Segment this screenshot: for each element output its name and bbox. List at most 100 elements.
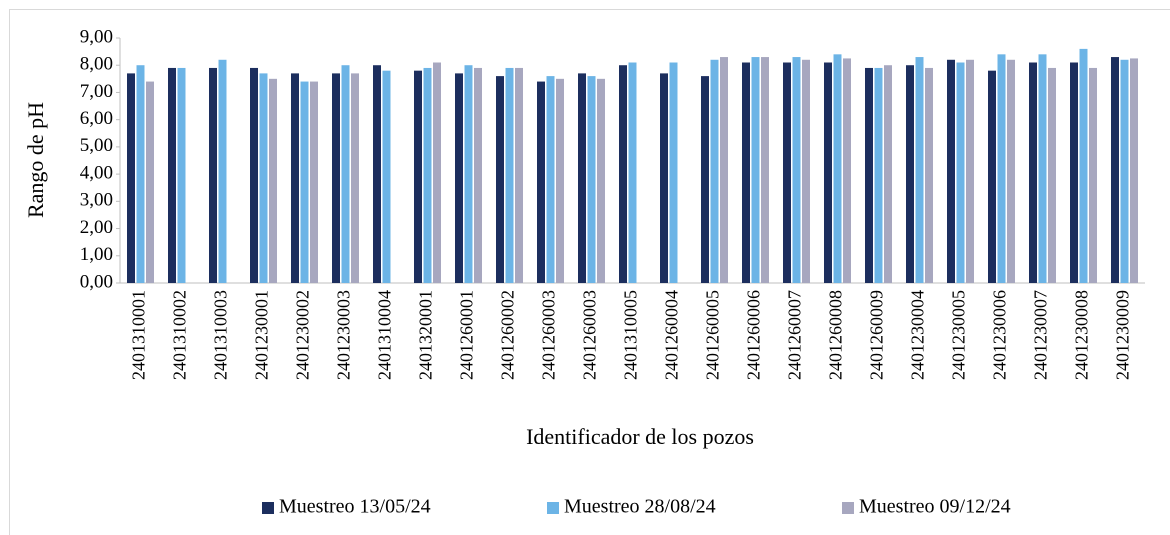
bar	[701, 76, 709, 283]
x-tick-label: 2401260003	[580, 290, 600, 380]
bar	[269, 78, 277, 283]
bar	[332, 73, 340, 283]
y-tick-label: 5,00	[80, 135, 113, 156]
y-tick-label: 9,00	[80, 26, 113, 47]
bar	[761, 57, 769, 283]
legend-label: Muestreo 28/08/24	[564, 496, 716, 518]
y-tick-label: 8,00	[80, 54, 113, 75]
x-tick-label: 2401230003	[334, 290, 354, 380]
y-tick-label: 0,00	[80, 271, 113, 292]
bar	[556, 78, 564, 283]
bar	[136, 65, 145, 283]
x-tick-label: 2401260009	[867, 290, 887, 380]
bar	[925, 67, 933, 283]
x-tick-label: 2401260002	[498, 290, 518, 380]
bar	[250, 67, 258, 283]
bar	[966, 59, 974, 284]
bar	[1130, 58, 1138, 283]
legend-label: Muestreo 13/05/24	[279, 496, 431, 518]
x-tick-label: 2401230006	[990, 290, 1010, 380]
x-tick-label: 2401260003	[539, 290, 559, 380]
bar	[1070, 62, 1078, 283]
bar	[455, 73, 463, 283]
bar	[209, 67, 217, 283]
bar	[792, 57, 801, 283]
x-tick-label: 2401260004	[662, 290, 682, 380]
bar	[341, 65, 350, 283]
x-tick-label: 2401230004	[908, 290, 928, 380]
bar	[1007, 59, 1015, 284]
bar	[1038, 54, 1047, 284]
bar	[824, 62, 832, 283]
x-axis-label: Identificador de los pozos	[526, 424, 754, 449]
bar	[988, 70, 996, 284]
bar	[742, 62, 750, 283]
x-tick-label: 2401310003	[211, 290, 231, 380]
bar	[578, 73, 586, 283]
bar	[291, 73, 299, 283]
x-tick-label: 2401310005	[621, 290, 641, 380]
bar	[433, 62, 441, 283]
bar	[351, 73, 359, 283]
bar	[947, 59, 955, 284]
x-tick-label: 2401230008	[1072, 290, 1092, 380]
legend-swatch	[842, 502, 854, 514]
bar	[218, 59, 227, 284]
bar	[382, 70, 391, 284]
bar	[310, 81, 318, 283]
bar	[669, 62, 678, 283]
bar	[414, 70, 422, 284]
x-tick-label: 2401230009	[1113, 290, 1133, 380]
bar	[751, 57, 760, 283]
bar	[865, 67, 873, 283]
bar	[884, 65, 892, 283]
bar	[874, 67, 883, 283]
bar	[843, 58, 851, 283]
bar	[474, 67, 482, 283]
x-tick-label: 2401260005	[703, 290, 723, 380]
bar	[660, 73, 668, 283]
bar	[783, 62, 791, 283]
bar	[1048, 67, 1056, 283]
bar	[464, 65, 473, 283]
bar	[956, 62, 965, 283]
bar	[587, 76, 596, 283]
bar	[1089, 67, 1097, 283]
bar	[619, 65, 627, 283]
bar	[515, 67, 523, 283]
bar	[546, 76, 555, 283]
y-tick-label: 1,00	[80, 244, 113, 265]
y-tick-label: 7,00	[80, 81, 113, 102]
chart-border	[9, 9, 1170, 535]
legend-label: Muestreo 09/12/24	[859, 496, 1011, 518]
bar	[833, 54, 842, 284]
y-tick-label: 2,00	[80, 217, 113, 238]
bar	[997, 54, 1006, 284]
x-tick-label: 2401310001	[129, 290, 149, 380]
x-tick-label: 2401230007	[1031, 290, 1051, 380]
y-tick-label: 3,00	[80, 190, 113, 211]
x-tick-label: 2401260001	[457, 290, 477, 380]
bar	[127, 73, 135, 283]
bar	[1029, 62, 1037, 283]
x-tick-label: 2401260006	[744, 290, 764, 380]
bar	[168, 67, 176, 283]
x-tick-label: 2401260007	[785, 290, 805, 380]
bar	[1120, 59, 1129, 284]
bar	[177, 67, 186, 283]
x-tick-label: 2401310002	[170, 290, 190, 380]
bar	[1079, 48, 1088, 284]
bar	[300, 81, 309, 283]
x-tick-label: 2401320001	[416, 290, 436, 380]
y-tick-label: 4,00	[80, 162, 113, 183]
y-tick-label: 6,00	[80, 108, 113, 129]
bar	[802, 59, 810, 284]
bar	[628, 62, 637, 283]
bar	[915, 57, 924, 283]
bar	[537, 81, 545, 283]
bar	[146, 81, 154, 283]
x-tick-label: 2401260008	[826, 290, 846, 380]
bar	[906, 65, 914, 283]
bar	[597, 78, 605, 283]
